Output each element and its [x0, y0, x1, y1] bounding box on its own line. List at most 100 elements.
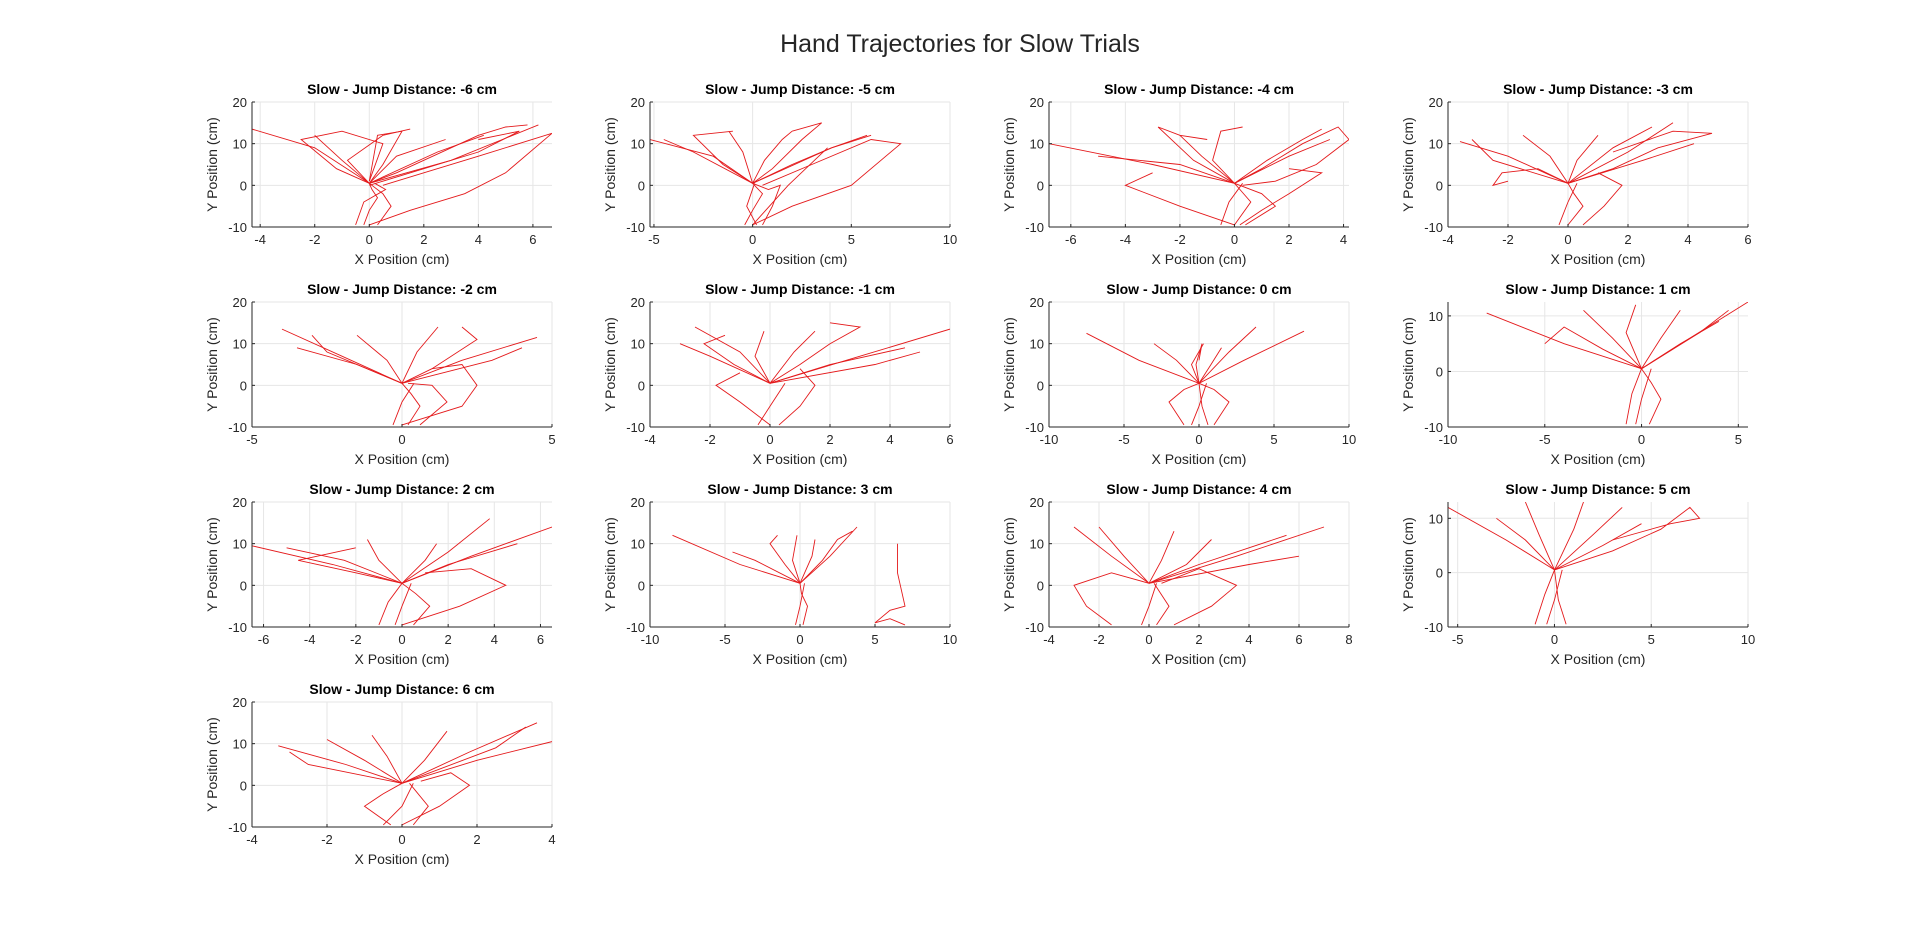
trajectory-line-11: [369, 134, 484, 184]
trajectory-line-10: [1558, 183, 1578, 226]
y-tick-label: -10: [1025, 220, 1044, 235]
x-tick-label: 0: [1564, 232, 1571, 247]
trajectory-line-11: [1234, 182, 1277, 226]
subplot-10: -10 -5 0 5 10 -10 0 10 20 Slow - Jump Distance: 3…: [602, 481, 957, 667]
x-tick-label: 5: [1648, 632, 1655, 647]
trajectory-line-1: [650, 139, 753, 184]
x-tick-label: -2: [1174, 232, 1186, 247]
trajectory-line-2: [1098, 155, 1235, 184]
trajectory-line-4: [1153, 343, 1200, 384]
x-tick-label: -5: [648, 232, 660, 247]
series-group: [1486, 302, 1748, 425]
x-axis-label: X Position (cm): [753, 251, 848, 267]
trajectory-line-11: [401, 347, 523, 384]
trajectory-line-3: [401, 722, 538, 784]
trajectory-line-5: [1148, 531, 1175, 584]
trajectory-line-11: [1195, 343, 1203, 384]
trajectory-line-8: [1239, 168, 1323, 226]
subplot-7: -10 -5 0 5 10 -10 0 10 20 Slow - Jump Distance: 0…: [1001, 281, 1356, 467]
y-tick-label: -10: [1424, 220, 1443, 235]
trajectory-line-5: [792, 535, 801, 584]
trajectory-line-11: [289, 751, 403, 784]
series-group: [281, 326, 538, 426]
y-tick-label: -10: [1025, 620, 1044, 635]
x-tick-label: -4: [246, 832, 258, 847]
series-group: [278, 722, 552, 826]
x-tick-label: 8: [1345, 632, 1352, 647]
trajectory-line-9: [392, 383, 415, 426]
y-tick-label: 20: [233, 495, 247, 510]
figure-title: Hand Trajectories for Slow Trials: [780, 30, 1140, 58]
trajectory-line-10: [378, 583, 403, 626]
trajectory-line-4: [1583, 309, 1642, 370]
y-axis-label: Y Position (cm): [1400, 517, 1416, 612]
trajectory-line-11: [752, 134, 868, 184]
trajectory-line-4: [1098, 526, 1150, 584]
trajectory-line-6: [1148, 539, 1212, 584]
trajectory-line-12: [311, 334, 403, 384]
trajectory-line-5: [1567, 126, 1653, 184]
x-tick-label: -2: [704, 432, 716, 447]
series-group: [1073, 526, 1325, 626]
subplot-title: Slow - Jump Distance: 6 cm: [309, 681, 494, 697]
trajectory-line-10: [715, 372, 771, 426]
subplot-title: Slow - Jump Distance: 5 cm: [1505, 481, 1690, 497]
trajectory-line-3: [1234, 126, 1349, 186]
trajectory-line-10: [732, 551, 801, 584]
trajectory-line-8: [382, 783, 414, 826]
series-group: [679, 322, 950, 426]
x-tick-label: 0: [1638, 432, 1645, 447]
trajectory-line-4: [1496, 517, 1555, 571]
x-tick-label: 10: [943, 632, 957, 647]
trajectory-line-9: [409, 783, 429, 826]
x-tick-label: -4: [1043, 632, 1055, 647]
subplot-title: Slow - Jump Distance: 4 cm: [1106, 481, 1291, 497]
trajectory-line-5: [1625, 304, 1642, 369]
trajectory-line-4: [769, 535, 801, 584]
trajectory-line-3: [752, 139, 902, 226]
series-group: [1459, 122, 1713, 226]
x-axis-label: X Position (cm): [1152, 651, 1247, 667]
trajectory-line-7: [1567, 135, 1599, 184]
trajectory-line-9: [1168, 382, 1200, 426]
subplot-title: Slow - Jump Distance: -3 cm: [1503, 81, 1693, 97]
trajectory-line-13: [752, 147, 828, 226]
trajectory-line-12: [401, 726, 527, 784]
y-tick-label: -10: [1424, 420, 1443, 435]
trajectory-line-6: [401, 326, 439, 384]
x-tick-label: 5: [1735, 432, 1742, 447]
x-axis-label: X Position (cm): [355, 451, 450, 467]
trajectory-line-6: [1554, 502, 1584, 571]
y-tick-label: 10: [233, 137, 247, 152]
x-tick-label: -5: [1452, 632, 1464, 647]
trajectory-line-12: [1179, 134, 1235, 184]
trajectory-line-4: [1157, 126, 1235, 184]
trajectory-line-11: [769, 351, 921, 384]
trajectory-line-7: [1635, 368, 1652, 425]
y-axis-label: Y Position (cm): [204, 317, 220, 412]
y-tick-label: 10: [1030, 537, 1044, 552]
y-tick-label: 0: [240, 378, 247, 393]
y-axis-label: Y Position (cm): [204, 517, 220, 612]
y-axis-label: Y Position (cm): [204, 717, 220, 812]
x-tick-label: 2: [420, 232, 427, 247]
trajectory-line-7: [1191, 383, 1207, 426]
y-tick-label: 0: [638, 178, 645, 193]
y-tick-label: -10: [228, 420, 247, 435]
y-tick-label: 0: [1436, 364, 1443, 379]
trajectory-line-3: [401, 518, 490, 584]
y-axis-label: Y Position (cm): [1001, 317, 1017, 412]
x-tick-label: 5: [848, 232, 855, 247]
x-tick-label: -10: [1439, 432, 1458, 447]
trajectory-line-3: [1554, 507, 1623, 571]
trajectory-line-6: [728, 130, 754, 184]
x-axis-label: X Position (cm): [1551, 451, 1646, 467]
trajectory-line-12: [663, 139, 753, 184]
trajectory-line-3: [1148, 534, 1287, 584]
trajectory-line-8: [1641, 368, 1662, 425]
trajectory-line-12: [1471, 139, 1569, 184]
trajectory-line-7: [1124, 172, 1235, 226]
trajectory-line-4: [369, 130, 520, 186]
trajectory-line-1: [1448, 507, 1555, 571]
